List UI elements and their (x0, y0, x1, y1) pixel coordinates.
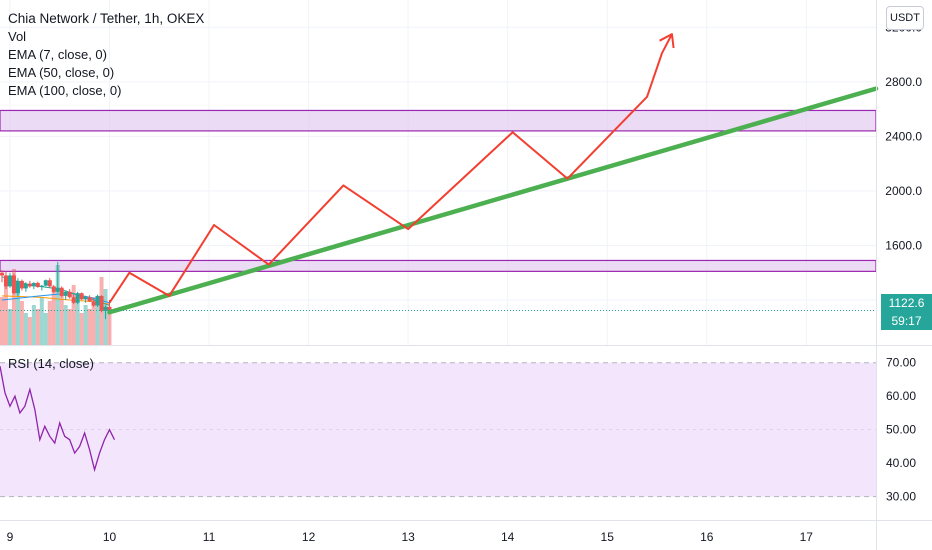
candle-body (79, 293, 84, 300)
candle-body (91, 301, 96, 306)
indicator-ema-7[interactable]: EMA (7, close, 0) (8, 47, 107, 62)
candle-body (35, 282, 40, 288)
currency-button[interactable]: USDT (886, 6, 924, 30)
rsi-tick-label: 50.00 (886, 423, 916, 437)
volume-bar (51, 289, 56, 345)
y-tick-label: 1600.0 (885, 238, 922, 252)
indicator-ema-100[interactable]: EMA (100, close, 0) (8, 83, 122, 98)
projection-path[interactable] (108, 33, 673, 304)
volume-bar (63, 305, 68, 345)
candle-body (55, 287, 60, 292)
candle-body (99, 295, 104, 311)
candle-body (39, 285, 44, 288)
volume-bar (95, 301, 100, 345)
candle-body (87, 297, 92, 302)
y-tick-label: 2400.0 (885, 129, 922, 143)
chart-title: Chia Network / Tether, 1h, OKEX (8, 11, 205, 26)
volume-bar (11, 269, 16, 345)
volume-bar (35, 309, 40, 345)
x-tick-label: 12 (302, 530, 316, 544)
indicator-ema-50[interactable]: EMA (50, close, 0) (8, 65, 115, 80)
candle-body (75, 293, 80, 303)
y-tick-label: 2000.0 (885, 184, 922, 198)
rsi-tick-label: 30.00 (886, 490, 916, 504)
x-tick-label: 16 (700, 530, 714, 544)
indicator-vol[interactable]: Vol (8, 29, 27, 44)
rsi-tick-label: 60.00 (886, 389, 916, 403)
x-tick-label: 11 (203, 530, 216, 544)
volume-bar (75, 301, 80, 345)
x-tick-label: 14 (501, 530, 515, 544)
volume-bar (31, 305, 36, 345)
x-tick-label: 13 (401, 530, 415, 544)
rsi-indicator-label[interactable]: RSI (14, close) (8, 356, 94, 371)
y-tick-label: 2800.0 (885, 75, 922, 89)
volume-bar (71, 285, 76, 345)
volume-bar (19, 301, 24, 345)
volume-bar (15, 289, 20, 345)
volume-bar (87, 309, 92, 345)
volume-bar (0, 297, 4, 345)
rsi-line (0, 365, 116, 473)
volume-bar (23, 313, 28, 345)
rsi-tick-label: 40.00 (886, 456, 916, 470)
volume-bar (91, 297, 96, 345)
candle-body (107, 306, 112, 311)
candle-body (15, 280, 20, 294)
x-tick-label: 9 (7, 530, 14, 544)
x-tick-label: 10 (103, 530, 117, 544)
candle-body (67, 291, 72, 298)
candle-body (19, 280, 24, 289)
candle-body (63, 291, 68, 296)
candle-body (31, 282, 36, 287)
candle-body (3, 275, 8, 287)
x-tick-label: 17 (800, 530, 814, 544)
volume-bar (27, 317, 32, 345)
candle-body (23, 283, 28, 289)
projection-arrow-head (659, 33, 675, 49)
volume-bar (43, 313, 48, 345)
candle-body (71, 297, 76, 303)
volume-bar (67, 309, 72, 345)
volume-bar (59, 293, 64, 345)
candle-body (27, 283, 32, 287)
current-price-label: 1122.6 (881, 294, 932, 312)
volume-bar (107, 309, 112, 345)
volume-bar (7, 309, 12, 345)
candle-body (47, 280, 52, 287)
candle-body (51, 286, 56, 292)
candle-body (43, 280, 48, 286)
candle-body (59, 287, 64, 296)
volume-bar (47, 301, 52, 345)
candle-body (11, 275, 16, 294)
zone-rect-2[interactable] (0, 259, 877, 272)
candle-body (83, 297, 88, 300)
candle-body (0, 272, 4, 276)
candle-body (95, 295, 100, 306)
rsi-tick-label: 70.00 (886, 356, 916, 370)
trend-line[interactable] (107, 86, 879, 315)
volume-bar (39, 297, 44, 345)
volume-bar (79, 313, 84, 345)
candle-body (103, 306, 108, 311)
volume-bar (55, 265, 60, 345)
candle-body (7, 275, 12, 287)
x-tick-label: 15 (601, 530, 615, 544)
legend: Chia Network / Tether, 1h, OKEX Vol EMA … (8, 10, 204, 100)
bar-countdown-label: 59:17 (881, 312, 932, 330)
volume-bar (3, 281, 8, 345)
volume-bar (83, 305, 88, 345)
